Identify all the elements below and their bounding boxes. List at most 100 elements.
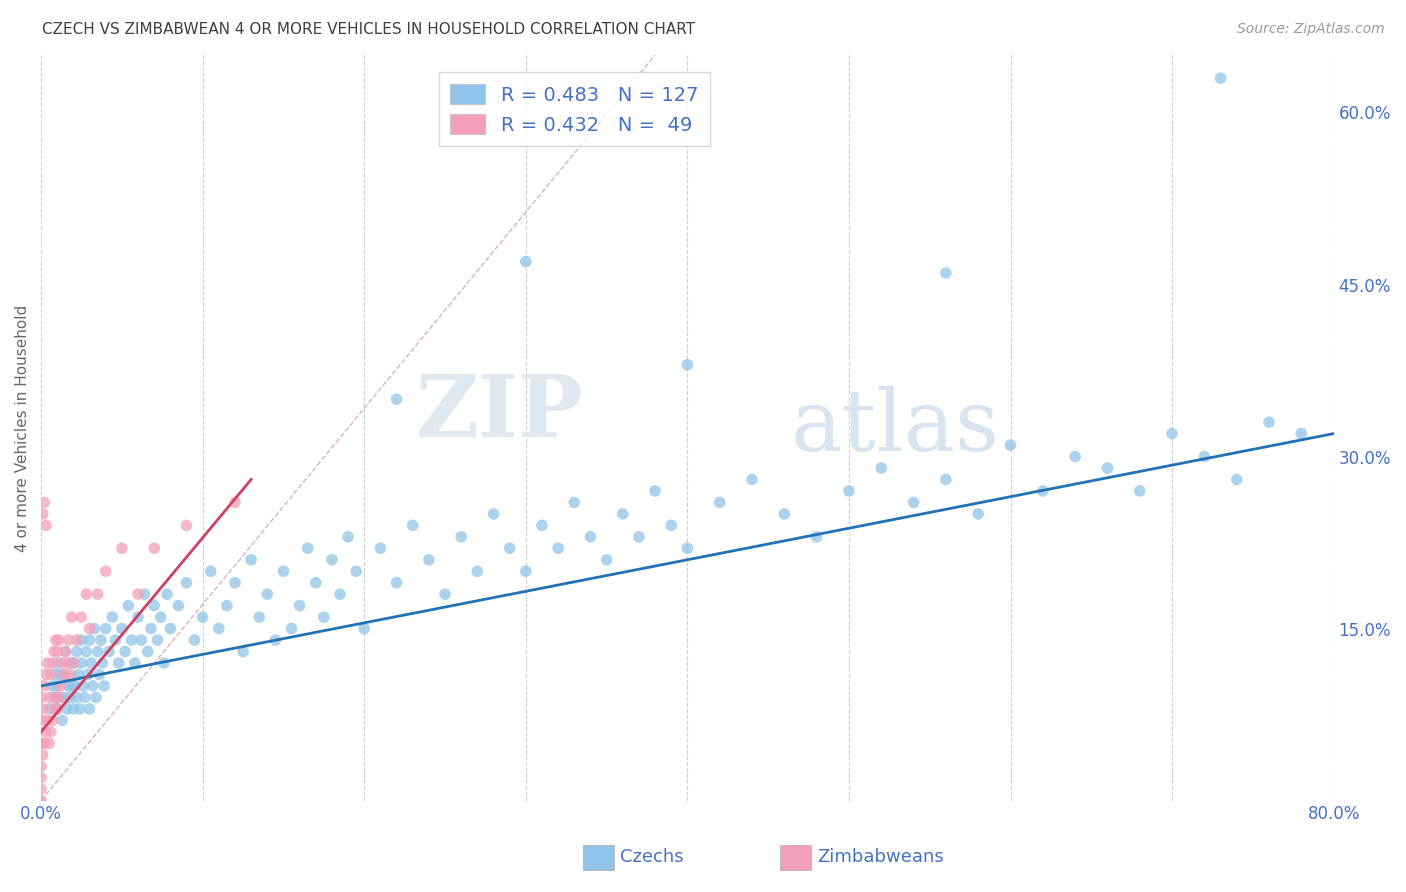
Point <box>62 656 84 670</box>
Point <box>37 714 59 728</box>
Point <box>59 667 82 681</box>
Point <box>84 690 107 705</box>
Point <box>59 690 82 705</box>
Point <box>370 541 392 556</box>
Point <box>48 690 70 705</box>
Text: CZECH VS ZIMBABWEAN 4 OR MORE VEHICLES IN HOUSEHOLD CORRELATION CHART: CZECH VS ZIMBABWEAN 4 OR MORE VEHICLES I… <box>42 22 696 37</box>
Point <box>73 690 96 705</box>
Text: Zimbabweans: Zimbabweans <box>817 848 943 866</box>
Point <box>75 587 97 601</box>
Point <box>467 564 489 578</box>
Point <box>612 507 634 521</box>
Point <box>94 622 117 636</box>
Point <box>90 633 112 648</box>
Text: ZIP: ZIP <box>416 371 583 455</box>
Point <box>34 679 56 693</box>
Point <box>547 541 569 556</box>
Point <box>1291 426 1313 441</box>
Point <box>46 702 69 716</box>
Point <box>114 644 136 658</box>
Point <box>86 587 108 601</box>
Point <box>31 747 53 762</box>
Point <box>806 530 828 544</box>
Point <box>98 644 121 658</box>
Point <box>134 587 156 601</box>
Y-axis label: 4 or more Vehicles in Household: 4 or more Vehicles in Household <box>15 304 30 551</box>
Point <box>1258 415 1281 429</box>
Point <box>1097 461 1119 475</box>
Point <box>37 656 59 670</box>
Point <box>136 644 159 658</box>
Point <box>46 644 69 658</box>
Point <box>70 656 93 670</box>
Point <box>935 473 957 487</box>
Point <box>644 483 666 498</box>
Point <box>66 690 89 705</box>
Point <box>111 622 134 636</box>
Point <box>111 541 134 556</box>
Point <box>51 714 73 728</box>
Point <box>515 254 537 268</box>
Point <box>86 644 108 658</box>
Point <box>1161 426 1184 441</box>
Point <box>53 644 76 658</box>
Point <box>42 702 65 716</box>
Point <box>353 622 375 636</box>
Point <box>329 587 352 601</box>
Point <box>515 564 537 578</box>
Point <box>53 644 76 658</box>
Point <box>1032 483 1054 498</box>
Point <box>38 690 60 705</box>
Point <box>46 679 69 693</box>
Point <box>385 392 408 407</box>
Point <box>35 667 58 681</box>
Point <box>48 690 70 705</box>
Text: atlas: atlas <box>790 386 1000 469</box>
Point <box>337 530 360 544</box>
Point <box>69 702 91 716</box>
Point <box>967 507 990 521</box>
Point <box>72 679 94 693</box>
Point <box>482 507 505 521</box>
Point <box>288 599 311 613</box>
Point <box>41 679 63 693</box>
Point <box>46 656 69 670</box>
Point <box>159 622 181 636</box>
Point <box>51 656 73 670</box>
Point <box>63 679 86 693</box>
Point <box>45 633 67 648</box>
Point <box>30 782 52 797</box>
Point <box>30 714 52 728</box>
Point <box>176 518 198 533</box>
Text: Czechs: Czechs <box>620 848 683 866</box>
Point <box>139 622 162 636</box>
Point <box>434 587 457 601</box>
Point <box>41 714 63 728</box>
Point <box>52 690 75 705</box>
Point <box>146 633 169 648</box>
Point <box>321 553 343 567</box>
Point <box>1194 450 1216 464</box>
Point <box>149 610 172 624</box>
Point <box>256 587 278 601</box>
Point <box>62 656 84 670</box>
Point <box>709 495 731 509</box>
Point <box>498 541 520 556</box>
Point <box>58 633 80 648</box>
Point <box>127 587 149 601</box>
Point <box>208 622 231 636</box>
Point <box>56 656 79 670</box>
Point <box>94 564 117 578</box>
Point <box>224 495 246 509</box>
Point <box>1226 473 1249 487</box>
Point <box>42 644 65 658</box>
Point <box>31 702 53 716</box>
Point <box>62 702 84 716</box>
Point <box>38 736 60 750</box>
Point <box>143 599 166 613</box>
Point <box>79 622 101 636</box>
Point <box>595 553 617 567</box>
Point <box>107 656 129 670</box>
Point <box>83 622 105 636</box>
Point <box>80 656 103 670</box>
